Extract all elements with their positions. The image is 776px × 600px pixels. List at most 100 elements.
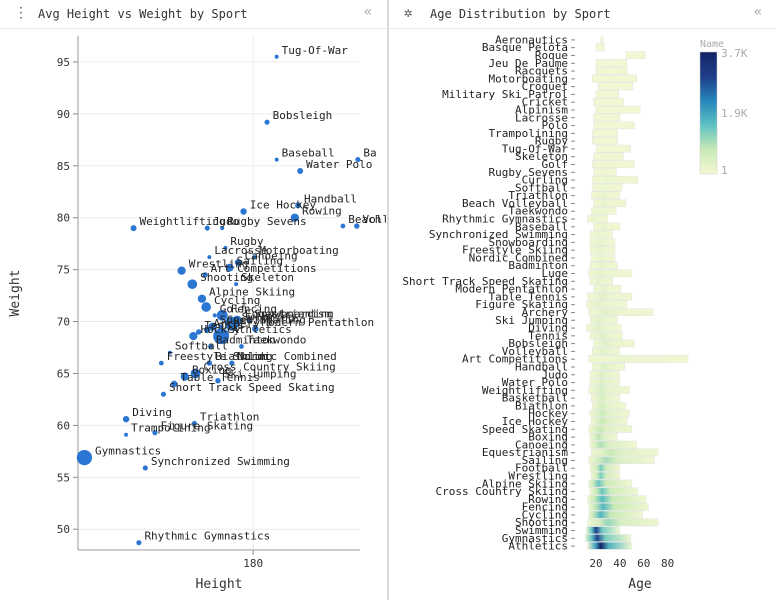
heatmap-row [588,308,654,317]
collapse-left-panel-icon[interactable]: « [363,4,372,20]
scatter-point[interactable] [240,208,247,215]
row-label: Gymnastics [502,532,568,545]
scatter-point[interactable] [290,213,299,222]
scatter-point[interactable] [218,324,224,329]
scatter-point[interactable] [202,272,208,278]
y-tick-label: 75 [57,264,70,277]
heatmap-row [589,378,621,387]
color-legend-bar [699,51,718,175]
heatmap-row [595,43,605,52]
row-label: Sailing [522,454,568,467]
point-label: Synchronized Swimming [151,455,290,468]
row-label: Skeleton [515,150,568,163]
scatter-point[interactable] [234,258,242,266]
scatter-point[interactable] [225,263,234,272]
heatmap-row [590,471,621,480]
heatmap-row [589,261,618,270]
heatmap-row [589,316,618,324]
scatter-point[interactable] [208,344,213,349]
scatter-point[interactable] [252,325,259,333]
scatter-point[interactable] [206,360,213,366]
scatter-point[interactable] [189,331,198,341]
heatmap-row [593,199,627,207]
x-axis-title: Height [196,577,243,592]
point-label: Biathlon [215,350,268,363]
scatter-point[interactable] [136,540,142,546]
panel-splitter[interactable] [387,0,389,600]
scatter-point[interactable] [264,119,270,125]
row-label: Tennis [528,329,568,342]
heatmap-row [595,66,628,75]
scatter-point[interactable] [212,313,217,318]
scatter-point[interactable] [207,255,212,260]
row-label: Baseball [515,220,568,233]
scatter-point[interactable] [229,360,235,366]
heatmap-row [588,425,633,433]
row-label: Art Competitions [462,353,568,366]
scatter-point[interactable] [192,420,197,426]
scatter-point[interactable] [177,266,186,275]
point-label: Weightlifting [140,215,226,228]
scatter-point[interactable] [216,309,228,321]
scatter-point[interactable] [160,391,167,397]
drag-handle-icon[interactable]: ⋮ [14,5,28,21]
scatter-point[interactable] [274,54,279,59]
point-label: Ski Jumping [224,368,297,381]
scatter-point[interactable] [213,328,230,345]
scatter-point[interactable] [170,380,178,388]
scatter-point[interactable] [197,294,207,303]
row-label: Luge [542,267,569,280]
row-label: Freestyle Skiing [462,244,568,257]
row-label: Alpinism [515,103,568,116]
heatmap-row [589,277,613,285]
heatmap-row [592,74,637,83]
scatter-point[interactable] [295,202,302,209]
row-label: Bobsleigh [508,337,568,350]
point-label: Gymnastics [95,445,161,458]
scatter-point[interactable] [215,378,221,384]
row-label: Volleyball [502,345,568,358]
scatter-point[interactable] [204,225,210,231]
scatter-point[interactable] [234,282,239,287]
heatmap-row [589,409,630,418]
x-tick-label: 40 [613,557,626,570]
point-label: Snowboarding [254,308,333,321]
row-label: Softball [515,181,568,194]
scatter-point[interactable] [224,316,239,331]
scatter-point[interactable] [124,432,129,437]
scatter-point[interactable] [201,302,212,312]
scatter-point[interactable] [208,322,217,331]
scatter-point[interactable] [142,465,148,471]
scatter-point[interactable] [76,449,93,466]
scatter-point[interactable] [195,329,202,335]
collapse-right-panel-icon[interactable]: « [753,4,762,20]
scatter-point[interactable] [130,225,137,232]
y-tick-label: 95 [57,56,70,69]
scatter-point[interactable] [152,430,158,436]
scatter-point[interactable] [190,368,201,379]
scatter-point[interactable] [167,350,172,355]
point-label: Athletics [232,323,292,336]
scatter-point[interactable] [223,245,228,250]
scatter-point[interactable] [340,223,346,229]
scatter-point[interactable] [354,223,360,229]
scatter-point[interactable] [297,168,304,174]
scatter-point[interactable] [239,344,244,349]
asterisk-icon[interactable]: ✲ [404,5,413,21]
scatter-point[interactable] [252,255,257,260]
y-tick-label: 70 [57,316,70,329]
scatter-point[interactable] [355,157,361,163]
scatter-point[interactable] [180,372,189,381]
scatter-point[interactable] [220,226,225,231]
scatter-point[interactable] [246,318,252,323]
scatter-point[interactable] [187,279,198,290]
row-label: Wrestling [508,470,568,483]
scatter-point[interactable] [122,415,130,423]
heatmap-row [593,168,617,176]
scatter-point[interactable] [158,360,164,366]
heatmap-row [589,464,621,472]
scatter-point[interactable] [274,157,279,162]
right-panel-title: Age Distribution by Sport [430,7,611,21]
